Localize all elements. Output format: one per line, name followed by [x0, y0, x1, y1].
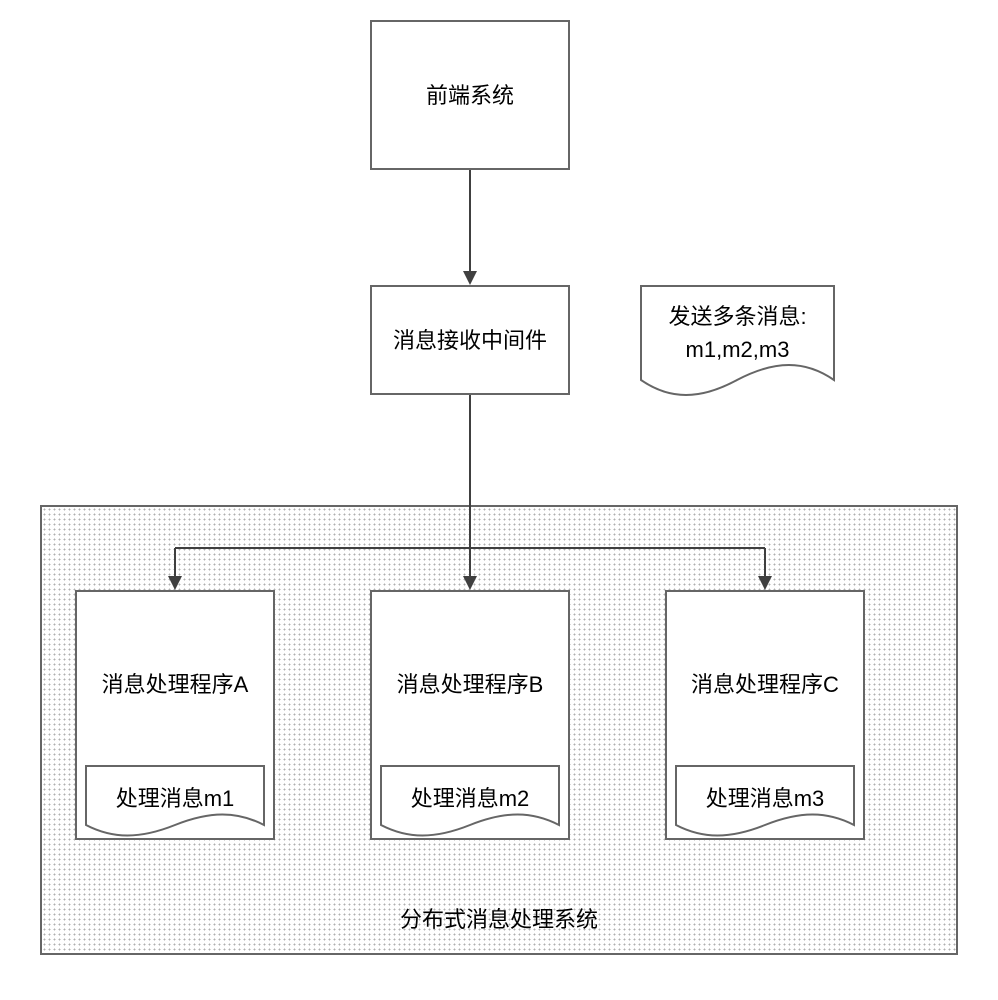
processor-b-note-shape	[380, 765, 560, 845]
arrow-branch	[0, 0, 998, 1000]
processor-a-note-shape	[85, 765, 265, 845]
processor-c-label: 消息处理程序C	[667, 667, 863, 699]
processor-b-label: 消息处理程序B	[372, 667, 568, 699]
processor-a-label: 消息处理程序A	[77, 667, 273, 699]
processor-c-note-shape	[675, 765, 855, 845]
